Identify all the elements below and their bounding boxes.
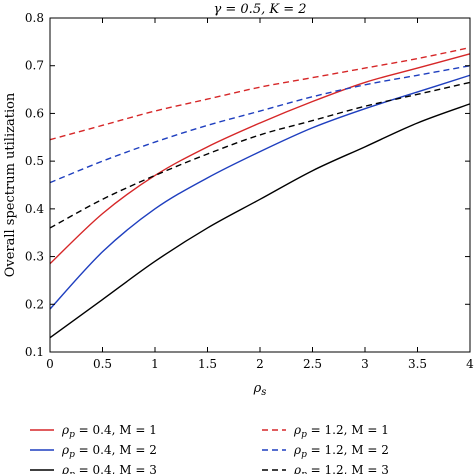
plot-marks xyxy=(49,46,471,339)
legend-label: ρp = 0.4, M = 3 xyxy=(61,463,157,474)
y-axis-label: Overall spectrum utilization xyxy=(3,92,18,277)
y-axis-ticks: 0.1 0.2 0.3 0.4 0.5 0.6 0.7 0.8 xyxy=(25,11,470,359)
x-tick-label: 1.5 xyxy=(198,357,217,371)
x-axis-label-rho: ρ xyxy=(253,381,262,396)
y-tick-label: 0.7 xyxy=(25,59,44,73)
series-line-4 xyxy=(49,46,471,141)
x-tick-label: 0 xyxy=(46,357,54,371)
y-tick-label: 0.3 xyxy=(25,250,44,264)
series-line-1 xyxy=(49,53,471,265)
x-axis-ticks: 0 0.5 1 1.5 2 2.5 3 3.5 4 xyxy=(46,18,474,371)
x-tick-label: 3.5 xyxy=(408,357,427,371)
x-tick-label: 1 xyxy=(151,357,159,371)
y-tick-label: 0.4 xyxy=(25,202,44,216)
series-line-3 xyxy=(49,103,471,339)
legend-item: ρp = 1.2, M = 3 xyxy=(262,463,389,474)
series-line-5 xyxy=(49,65,471,184)
y-tick-label: 0.2 xyxy=(25,297,44,311)
y-tick-label: 0.8 xyxy=(25,11,44,25)
x-tick-label: 0.5 xyxy=(93,357,112,371)
legend-label: ρp = 0.4, M = 1 xyxy=(61,423,157,440)
x-tick-label: 2 xyxy=(256,357,264,371)
chart-title: γ = 0.5, K = 2 xyxy=(213,2,306,17)
legend-label: ρp = 0.4, M = 2 xyxy=(61,443,157,460)
legend-item: ρp = 0.4, M = 2 xyxy=(30,443,157,460)
legend-item: ρp = 1.2, M = 2 xyxy=(262,443,389,460)
x-tick-label: 4 xyxy=(466,357,474,371)
legend-label: ρp = 1.2, M = 2 xyxy=(293,443,389,460)
series-line-2 xyxy=(49,74,471,310)
x-axis-label-sub: s xyxy=(261,387,266,398)
y-tick-label: 0.1 xyxy=(25,345,44,359)
legend-label: ρp = 1.2, M = 1 xyxy=(293,423,389,440)
series-line-6 xyxy=(49,81,471,229)
legend-label: ρp = 1.2, M = 3 xyxy=(293,463,389,474)
y-tick-label: 0.6 xyxy=(25,106,44,120)
legend-item: ρp = 0.4, M = 3 xyxy=(30,463,157,474)
y-tick-label: 0.5 xyxy=(25,154,44,168)
legend: ρp = 0.4, M = 1 ρp = 0.4, M = 2 ρp = 0.4, … xyxy=(30,423,389,474)
legend-item: ρp = 1.2, M = 1 xyxy=(262,423,389,440)
x-tick-label: 2.5 xyxy=(303,357,322,371)
x-tick-label: 3 xyxy=(361,357,369,371)
legend-item: ρp = 0.4, M = 1 xyxy=(30,423,157,440)
x-axis-label: ρs xyxy=(253,381,267,398)
